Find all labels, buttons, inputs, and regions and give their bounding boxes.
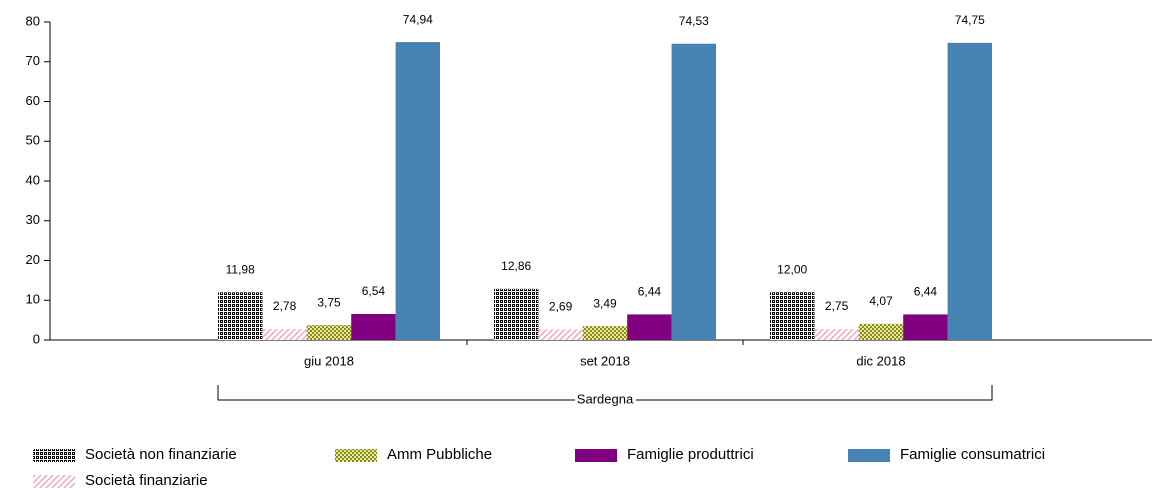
value-label: 2,78: [273, 299, 297, 313]
legend-label: Società finanziarie: [85, 472, 208, 489]
bar: [262, 328, 307, 340]
value-label: 74,94: [403, 12, 433, 26]
legend-label: Società non finanziarie: [85, 446, 237, 463]
y-tick-label: 70: [26, 53, 40, 68]
value-label: 74,75: [955, 13, 985, 27]
legend-swatch: [33, 449, 75, 462]
bar: [947, 42, 992, 341]
y-tick-label: 40: [26, 172, 40, 187]
x-tick-label: giu 2018: [304, 353, 354, 368]
y-tick-label: 60: [26, 93, 40, 108]
value-label: 6,44: [638, 285, 662, 299]
bar: [814, 329, 859, 340]
bar: [395, 42, 440, 341]
y-tick-label: 20: [26, 252, 40, 267]
value-label: 74,53: [679, 14, 709, 28]
value-label: 11,98: [226, 263, 255, 277]
y-tick-label: 50: [26, 133, 40, 148]
legend-label: Amm Pubbliche: [387, 446, 492, 463]
bar: [671, 43, 716, 340]
y-tick-label: 10: [26, 292, 40, 307]
group-label: Sardegna: [577, 391, 634, 406]
value-label: 4,07: [869, 294, 893, 308]
legend-label: Famiglie produttrici: [627, 446, 754, 463]
bar: [903, 314, 948, 340]
bar: [582, 326, 628, 340]
bar: [306, 325, 352, 340]
value-label: 3,49: [593, 296, 617, 310]
value-label: 12,00: [777, 262, 807, 276]
legend-swatch: [575, 449, 617, 462]
value-label: 6,54: [362, 284, 386, 298]
y-tick-label: 0: [33, 331, 40, 346]
x-tick-label: set 2018: [580, 353, 630, 368]
legend-swatch: [335, 449, 377, 462]
y-tick-label: 80: [26, 13, 40, 28]
bar: [538, 329, 583, 340]
group-label-bg: [574, 391, 636, 407]
value-label: 2,75: [825, 299, 849, 313]
bar: [858, 323, 904, 340]
bar: [351, 314, 396, 340]
legend-swatch: [848, 449, 890, 462]
bar: [218, 292, 263, 340]
legend-swatch: [33, 475, 75, 488]
x-tick-label: dic 2018: [856, 353, 905, 368]
y-tick-label: 30: [26, 212, 40, 227]
value-label: 12,86: [501, 259, 531, 273]
value-label: 3,75: [317, 295, 341, 309]
bar: [494, 288, 539, 340]
bar: [770, 292, 815, 340]
value-label: 6,44: [914, 285, 938, 299]
value-label: 2,69: [549, 299, 573, 313]
bar: [627, 314, 672, 340]
legend-label: Famiglie consumatrici: [900, 446, 1045, 463]
